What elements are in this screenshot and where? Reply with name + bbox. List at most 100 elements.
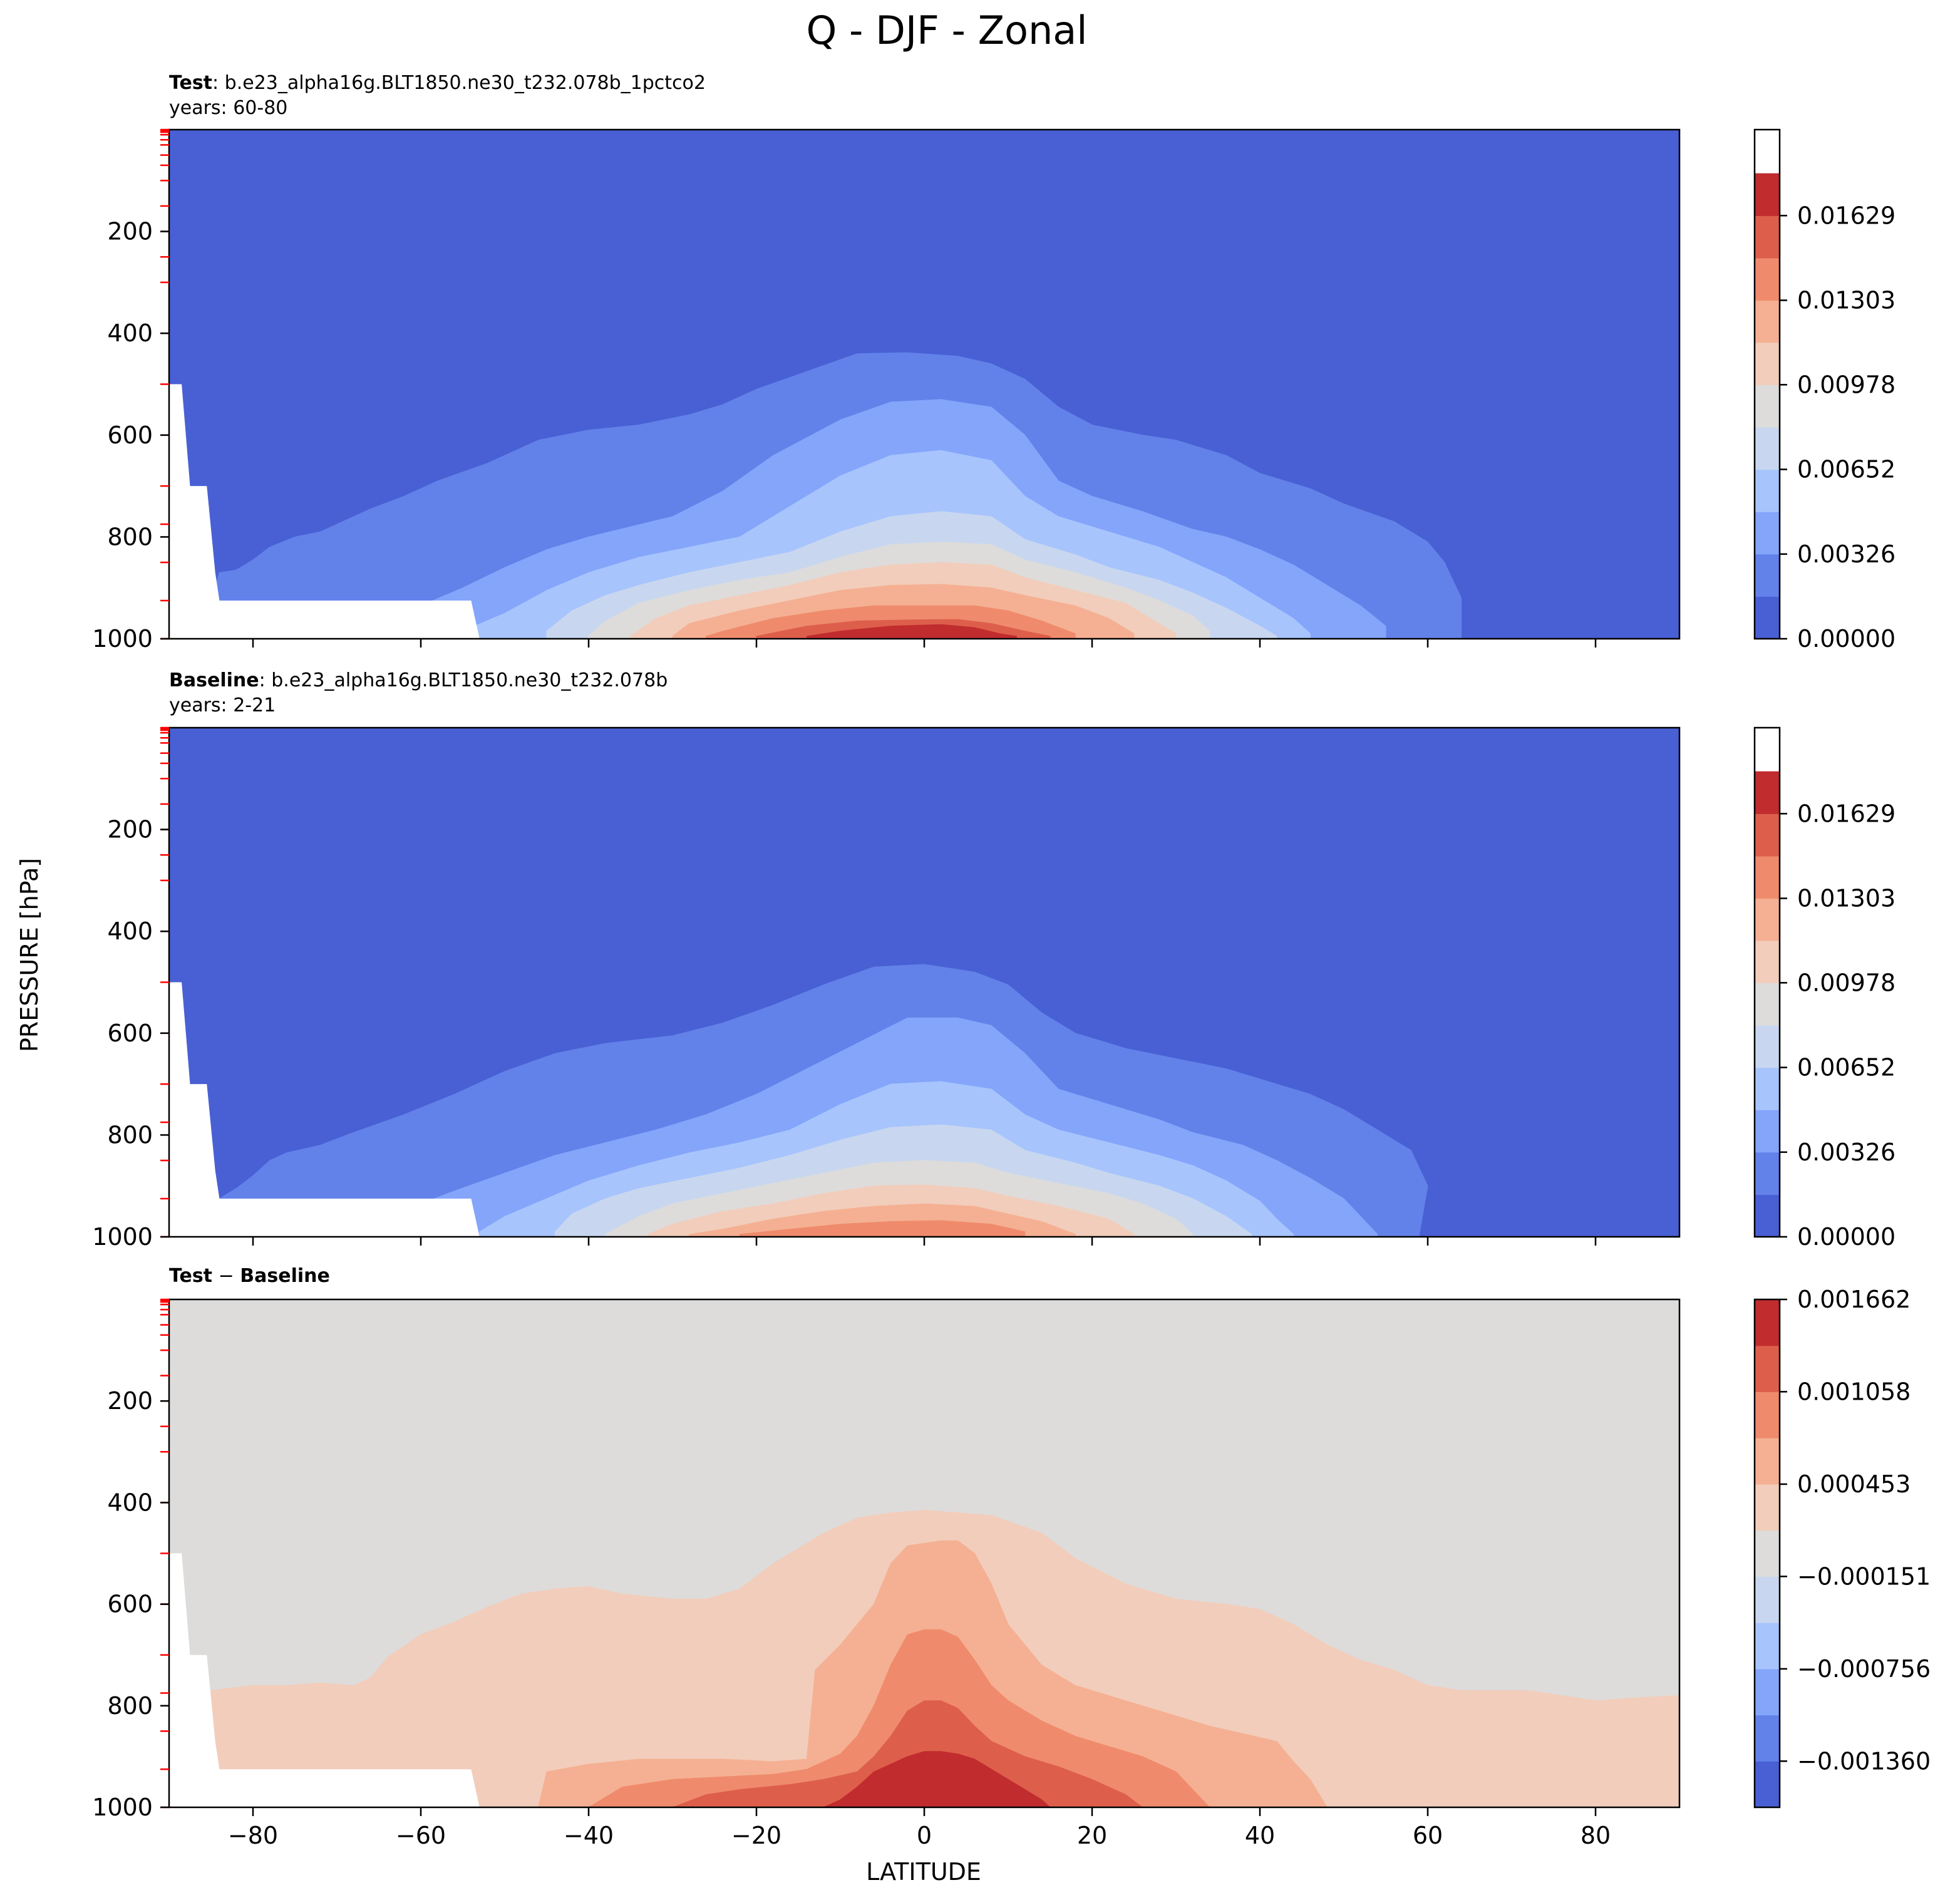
test-y-tick-label: 200: [107, 218, 153, 245]
test-y-tick-label: 400: [107, 319, 153, 347]
test-colorbar-tick-label: 0.00652: [1797, 456, 1896, 483]
baseline-colorbar-segment: [1755, 855, 1780, 899]
difference-x-tick-label: −80: [228, 1822, 278, 1849]
panel-test-years: years: 60-80: [169, 97, 287, 119]
difference-colorbar-tick-label: 0.000453: [1797, 1470, 1911, 1498]
difference-colorbar-segment: [1755, 1345, 1780, 1392]
difference-colorbar-tick-label: −0.000756: [1797, 1655, 1931, 1683]
panel-test-label: Test: b.e23_alpha16g.BLT1850.ne30_t232.0…: [169, 72, 706, 94]
panel-difference-label-b: Baseline: [240, 1265, 330, 1287]
difference-colorbar-segment: [1755, 1668, 1780, 1716]
panel-baseline-years: years: 2-21: [169, 694, 276, 716]
baseline-colorbar-segment: [1755, 983, 1780, 1026]
difference-colorbar-tick-label: −0.001360: [1797, 1747, 1931, 1775]
x-axis-label: LATITUDE: [866, 1858, 981, 1886]
test-colorbar-segment: [1755, 300, 1780, 343]
difference-colorbar-tick-label: −0.000151: [1797, 1562, 1931, 1590]
difference-colorbar-segment: [1755, 1391, 1780, 1438]
difference-colorbar-segment: [1755, 1622, 1780, 1670]
test-colorbar-segment: [1755, 512, 1780, 555]
panel-baseline-label-rest: : b.e23_alpha16g.BLT1850.ne30_t232.078b: [259, 669, 668, 691]
baseline-y-tick-label: 200: [107, 816, 153, 844]
difference-colorbar-segment: [1755, 1530, 1780, 1577]
difference-colorbar-tick-label: 0.001662: [1797, 1286, 1911, 1313]
test-colorbar-segment: [1755, 469, 1780, 512]
baseline-contour-level-8: [739, 1220, 1026, 1237]
test-colorbar-tick-label: 0.01629: [1797, 202, 1896, 229]
test-colorbar-segment: [1755, 385, 1780, 428]
panel-baseline-label-bold: Baseline: [169, 669, 259, 691]
test-colorbar-segment: [1755, 215, 1780, 259]
difference-contour-level-10: [823, 1751, 1051, 1807]
test-colorbar-tick-label: 0.01303: [1797, 287, 1896, 314]
panel-difference-label-a: Test: [169, 1265, 212, 1287]
test-y-tick-label: 600: [107, 421, 153, 449]
panel-difference-label: Test − Baseline: [169, 1265, 330, 1287]
baseline-colorbar-tick-label: 0.01629: [1797, 800, 1896, 827]
test-colorbar-segment: [1755, 342, 1780, 385]
difference-land-mask: [169, 1553, 480, 1807]
difference-colorbar-frame: [1753, 1298, 1781, 1809]
baseline-colorbar-segment: [1755, 1194, 1780, 1237]
baseline-colorbar-tick-label: 0.00978: [1797, 969, 1896, 996]
baseline-y-tick-label: 400: [107, 917, 153, 945]
difference-x-tick-label: 80: [1581, 1822, 1611, 1849]
test-colorbar-segment: [1755, 257, 1780, 301]
figure-title: Q - DJF - Zonal: [807, 8, 1088, 53]
baseline-colorbar-segment: [1755, 1110, 1780, 1153]
baseline-colorbar-segment: [1755, 940, 1780, 983]
difference-x-tick-label: 20: [1077, 1822, 1107, 1849]
test-colorbar-tick-label: 0.00326: [1797, 540, 1896, 568]
difference-y-tick-label: 1000: [92, 1794, 153, 1821]
difference-x-tick-label: 0: [917, 1822, 932, 1849]
test-colorbar-segment: [1755, 596, 1780, 639]
test-colorbar-tick-label: 0.00000: [1797, 625, 1896, 653]
y-axis-label: PRESSURE [hPa]: [16, 858, 43, 1052]
baseline-colorbar-tick-label: 0.00326: [1797, 1138, 1896, 1166]
baseline-y-tick-label: 1000: [92, 1223, 153, 1251]
plot-baseline: 200 400 600 800 1000: [92, 726, 1681, 1251]
baseline-colorbar-segment: [1755, 771, 1780, 814]
difference-contour-level-8: [588, 1629, 1210, 1807]
baseline-colorbar-segment: [1755, 1152, 1780, 1195]
baseline-colorbar-segment: [1755, 1067, 1780, 1110]
test-colorbar-segment: [1755, 554, 1780, 597]
plot-test: 200 400 600 800 1000: [92, 128, 1681, 653]
panel-baseline-label: Baseline: b.e23_alpha16g.BLT1850.ne30_t2…: [169, 669, 668, 691]
difference-y-tick-label: 800: [107, 1692, 153, 1720]
test-colorbar-segment: [1755, 173, 1780, 216]
panel-difference-label-mid: −: [212, 1265, 240, 1287]
difference-colorbar-segment: [1755, 1761, 1780, 1808]
difference-colorbar-tick-label: 0.001058: [1797, 1378, 1911, 1405]
difference-colorbar-segment: [1755, 1438, 1780, 1485]
difference-colorbar-segment: [1755, 1576, 1780, 1623]
test-y-tick-label: 800: [107, 523, 153, 550]
panel-test-label-rest: : b.e23_alpha16g.BLT1850.ne30_t232.078b_…: [212, 72, 706, 94]
difference-x-tick-label: 40: [1245, 1822, 1275, 1849]
difference-colorbar-segment: [1755, 1484, 1780, 1531]
difference-y-tick-label: 200: [107, 1387, 153, 1415]
colorbar-difference: 0.001662 0.001058 0.000453 −0.000151 −0.0007…: [1753, 1286, 1931, 1809]
test-y-tick-label: 1000: [92, 625, 153, 653]
difference-x-tick-label: 60: [1413, 1822, 1443, 1849]
difference-x-tick-label: −40: [564, 1822, 614, 1849]
baseline-y-tick-label: 600: [107, 1020, 153, 1047]
test-land-mask: [169, 384, 480, 639]
plot-difference: 200 400 600 800 1000 −80 −60 −40 −20 0 20 40 60 80: [92, 1298, 1681, 1849]
difference-colorbar-segment: [1755, 1715, 1780, 1762]
difference-x-tick-label: −20: [731, 1822, 781, 1849]
baseline-colorbar-tick-label: 0.00000: [1797, 1223, 1896, 1251]
baseline-colorbar-segment: [1755, 1025, 1780, 1068]
colorbar-baseline: 0.01629 0.01303 0.00978 0.00652 0.00326 0.000…: [1753, 726, 1896, 1251]
colorbar-test: 0.01629 0.01303 0.00978 0.00652 0.00326 0.000…: [1753, 128, 1896, 653]
test-colorbar-segment: [1755, 426, 1780, 470]
test-colorbar-tick-label: 0.00978: [1797, 371, 1896, 398]
baseline-colorbar-segment: [1755, 898, 1780, 941]
difference-x-tick-label: −60: [396, 1822, 446, 1849]
difference-contour-level-9: [672, 1700, 1143, 1807]
baseline-colorbar-segment: [1755, 813, 1780, 857]
difference-y-tick-label: 400: [107, 1489, 153, 1516]
difference-y-tick-label: 600: [107, 1591, 153, 1618]
